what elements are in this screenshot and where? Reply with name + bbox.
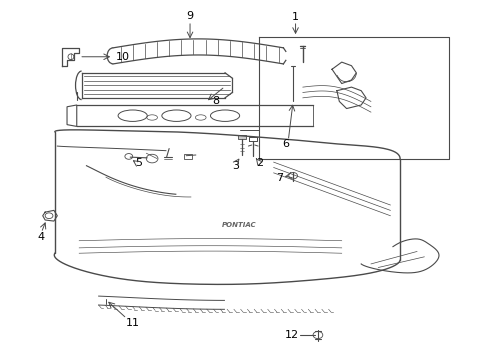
Text: 2: 2	[256, 158, 263, 168]
Text: 4: 4	[38, 232, 45, 242]
Text: 5: 5	[135, 158, 142, 168]
Text: 11: 11	[125, 318, 140, 328]
Text: 6: 6	[282, 139, 289, 149]
Bar	[238, 135, 245, 139]
Text: PONTIAC: PONTIAC	[222, 222, 256, 228]
Text: 3: 3	[232, 161, 239, 171]
Text: 12: 12	[284, 330, 298, 341]
Text: 10: 10	[116, 53, 130, 63]
Text: 9: 9	[186, 11, 193, 21]
Text: 1: 1	[291, 13, 299, 22]
Text: 8: 8	[211, 96, 219, 107]
Bar	[183, 154, 192, 158]
Text: 7: 7	[276, 173, 283, 183]
